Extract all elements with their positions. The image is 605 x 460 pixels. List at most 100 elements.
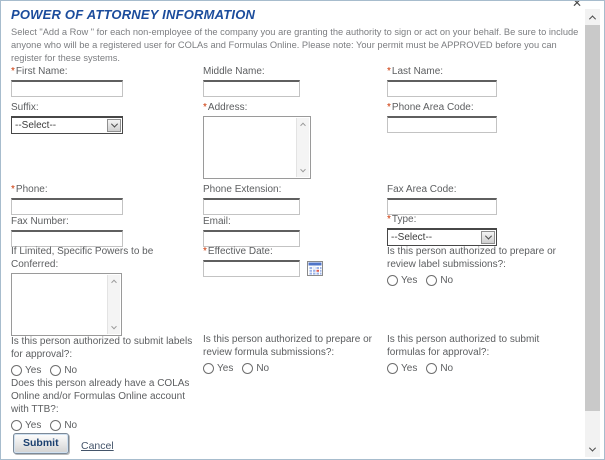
formula-prepare-question: Is this person authorized to prepare or … xyxy=(203,334,372,358)
no-label: No xyxy=(440,363,454,374)
chevron-down-icon xyxy=(588,444,597,452)
field-effective-date: *Effective Date: xyxy=(203,245,323,277)
phone-area-code-input[interactable] xyxy=(387,116,497,133)
field-phone-extension: Phone Extension: xyxy=(203,183,300,215)
middle-name-label: Middle Name: xyxy=(203,66,265,77)
type-label: *Type: xyxy=(387,214,417,225)
close-icon[interactable]: ✕ xyxy=(571,0,582,10)
yes-label: Yes xyxy=(401,363,418,374)
scroll-down-icon[interactable] xyxy=(300,166,306,173)
effective-date-label: *Effective Date: xyxy=(203,246,273,257)
formula-submit-question: Is this person authorized to submit form… xyxy=(387,334,540,358)
last-name-input[interactable] xyxy=(387,80,497,97)
yes-label: Yes xyxy=(25,365,42,376)
type-select[interactable]: --Select-- xyxy=(387,228,497,246)
yes-radio[interactable] xyxy=(387,363,398,374)
effective-date-input[interactable] xyxy=(203,260,300,277)
yes-radio[interactable] xyxy=(203,363,214,374)
address-label: *Address: xyxy=(203,102,248,113)
field-limited-powers: If Limited, Specific Powers to be Confer… xyxy=(11,245,196,336)
field-address: *Address: xyxy=(203,101,311,179)
address-textarea[interactable] xyxy=(203,116,311,179)
scrollbar-track[interactable] xyxy=(585,411,600,441)
question-label-prepare: Is this person authorized to prepare or … xyxy=(387,245,587,286)
field-type: *Type: --Select-- xyxy=(387,213,497,246)
scrollbar-thumb[interactable] xyxy=(585,25,600,411)
required-asterisk: * xyxy=(203,102,207,113)
field-middle-name: Middle Name: xyxy=(203,65,300,97)
no-radio[interactable] xyxy=(426,275,438,286)
required-asterisk: * xyxy=(11,66,15,77)
chevron-up-icon xyxy=(588,14,597,22)
textarea-scrollbar[interactable] xyxy=(296,118,309,177)
phone-area-code-label: *Phone Area Code: xyxy=(387,102,474,113)
yes-radio[interactable] xyxy=(11,365,22,376)
no-label: No xyxy=(64,420,78,431)
no-radio[interactable] xyxy=(426,363,438,374)
field-phone: *Phone: xyxy=(11,183,123,215)
chevron-down-icon[interactable] xyxy=(481,231,495,244)
no-label: No xyxy=(64,365,78,376)
field-fax-area-code: Fax Area Code: xyxy=(387,183,497,215)
phone-extension-label: Phone Extension: xyxy=(203,184,282,195)
field-email: Email: xyxy=(203,215,300,247)
fax-area-code-label: Fax Area Code: xyxy=(387,184,457,195)
last-name-label: *Last Name: xyxy=(387,66,444,77)
email-input[interactable] xyxy=(203,230,300,247)
no-radio[interactable] xyxy=(242,363,254,374)
first-name-input[interactable] xyxy=(11,80,123,97)
label-submit-radio-group: Yes No xyxy=(11,365,203,376)
label-submit-question: Is this person authorized to submit labe… xyxy=(11,336,193,360)
existing-account-radio-group: Yes No xyxy=(11,420,203,431)
scroll-up-button[interactable] xyxy=(585,9,600,25)
existing-account-question: Does this person already have a COLAs On… xyxy=(11,378,190,415)
scroll-down-button[interactable] xyxy=(585,441,600,457)
submit-button[interactable]: Submit xyxy=(13,433,69,454)
fax-number-input[interactable] xyxy=(11,230,123,247)
field-suffix: Suffix: --Select-- xyxy=(11,101,123,134)
suffix-selected-value: --Select-- xyxy=(15,120,57,131)
vertical-scrollbar[interactable] xyxy=(585,9,600,457)
question-formula-submit: Is this person authorized to submit form… xyxy=(387,333,587,374)
no-radio[interactable] xyxy=(50,420,62,431)
question-formula-prepare: Is this person authorized to prepare or … xyxy=(203,333,387,374)
label-prepare-radio-group: Yes No xyxy=(387,275,587,286)
no-radio[interactable] xyxy=(50,365,62,376)
yes-label: Yes xyxy=(217,363,234,374)
phone-extension-input[interactable] xyxy=(203,198,300,215)
required-asterisk: * xyxy=(387,66,391,77)
email-label: Email: xyxy=(203,216,231,227)
required-asterisk: * xyxy=(11,184,15,195)
limited-powers-textarea[interactable] xyxy=(11,273,122,336)
scroll-up-icon[interactable] xyxy=(300,122,306,129)
fax-number-label: Fax Number: xyxy=(11,216,69,227)
suffix-label: Suffix: xyxy=(11,102,39,113)
yes-radio[interactable] xyxy=(387,275,398,286)
yes-radio[interactable] xyxy=(11,420,22,431)
required-asterisk: * xyxy=(387,214,391,225)
calendar-icon[interactable] xyxy=(307,261,323,276)
yes-label: Yes xyxy=(401,275,418,286)
limited-powers-label: If Limited, Specific Powers to be Confer… xyxy=(11,246,154,270)
field-first-name: *First Name: xyxy=(11,65,123,97)
formula-submit-radio-group: Yes No xyxy=(387,363,587,374)
phone-label: *Phone: xyxy=(11,184,48,195)
formula-prepare-radio-group: Yes No xyxy=(203,363,387,374)
phone-input[interactable] xyxy=(11,198,123,215)
cancel-link[interactable]: Cancel xyxy=(81,440,114,452)
textarea-scrollbar[interactable] xyxy=(107,275,120,334)
scroll-down-icon[interactable] xyxy=(111,323,117,330)
dialog-description: Select "Add a Row " for each non-employe… xyxy=(11,27,579,63)
middle-name-input[interactable] xyxy=(203,80,300,97)
question-label-submit: Is this person authorized to submit labe… xyxy=(11,335,203,376)
page-title: POWER OF ATTORNEY INFORMATION xyxy=(11,7,256,22)
question-existing-account: Does this person already have a COLAs On… xyxy=(11,377,203,431)
fax-area-code-input[interactable] xyxy=(387,198,497,215)
no-label: No xyxy=(256,363,270,374)
required-asterisk: * xyxy=(203,246,207,257)
field-phone-area-code: *Phone Area Code: xyxy=(387,101,497,133)
suffix-select[interactable]: --Select-- xyxy=(11,116,123,134)
chevron-down-icon[interactable] xyxy=(107,119,121,132)
scroll-up-icon[interactable] xyxy=(111,279,117,286)
